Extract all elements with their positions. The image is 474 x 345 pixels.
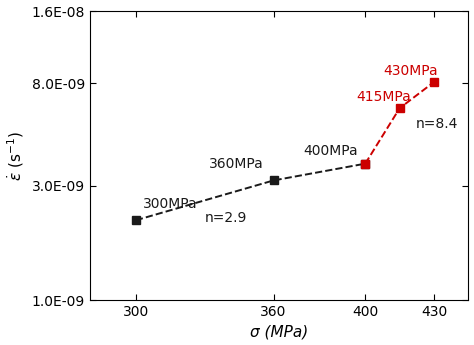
X-axis label: σ (MPa): σ (MPa) xyxy=(250,324,309,339)
Text: 415MPa: 415MPa xyxy=(356,90,411,104)
Text: n=2.9: n=2.9 xyxy=(205,211,247,225)
Text: 300MPa: 300MPa xyxy=(143,197,197,211)
Y-axis label: $\dot{\varepsilon}\ \mathregular{(s^{-1})}$: $\dot{\varepsilon}\ \mathregular{(s^{-1}… xyxy=(6,130,26,180)
Text: 360MPa: 360MPa xyxy=(210,157,264,171)
Text: 430MPa: 430MPa xyxy=(383,64,438,78)
Text: n=8.4: n=8.4 xyxy=(416,117,458,131)
Text: 400MPa: 400MPa xyxy=(303,144,358,158)
